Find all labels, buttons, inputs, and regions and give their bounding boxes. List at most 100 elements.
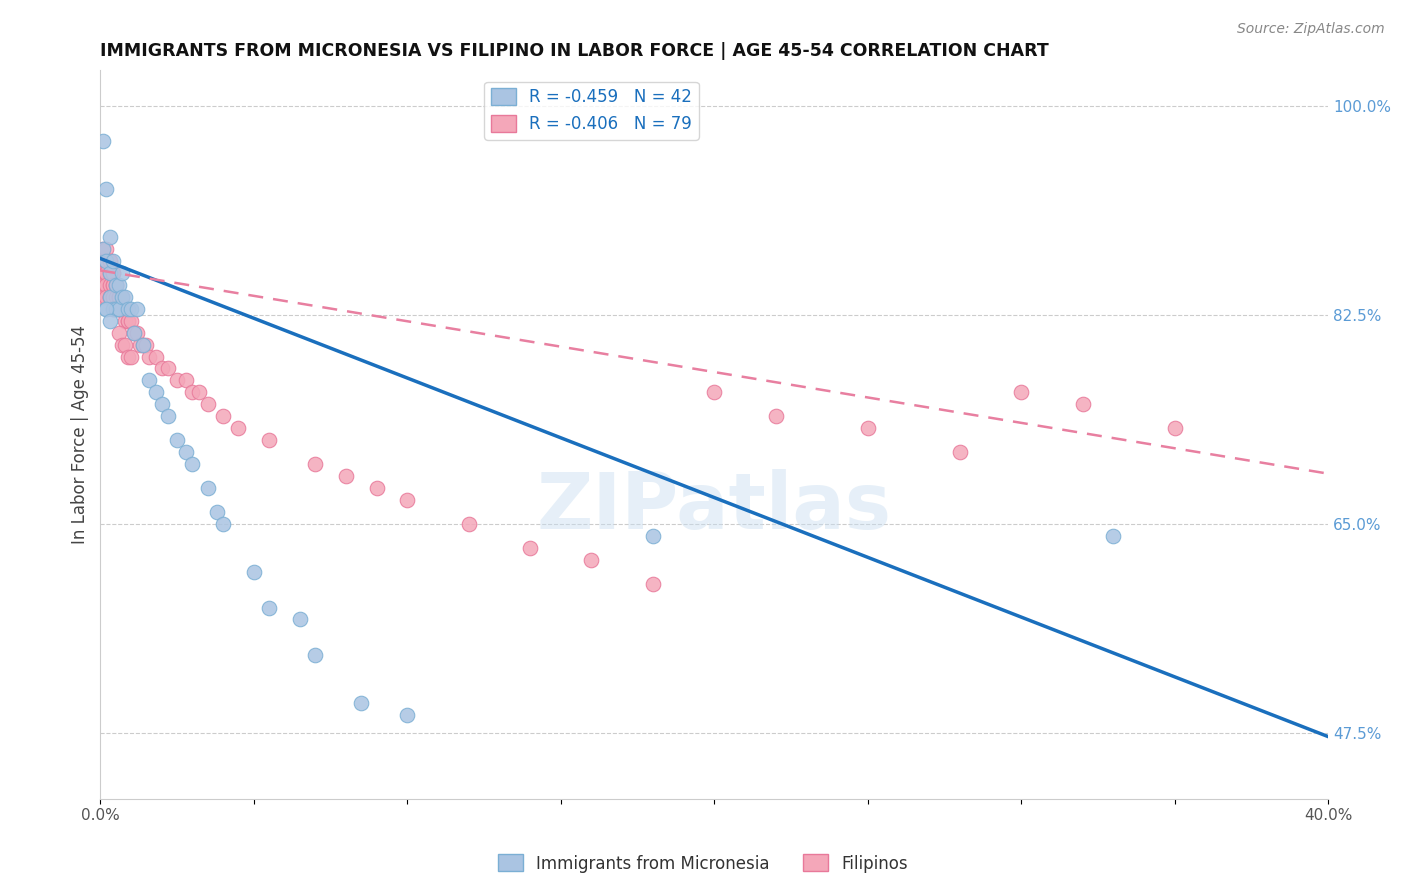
Point <box>98 313 121 327</box>
Point <box>93 253 115 268</box>
Point <box>107 290 129 304</box>
Point <box>98 266 121 280</box>
Point <box>135 337 157 351</box>
Point <box>96 182 118 196</box>
Point <box>96 277 118 292</box>
Point <box>228 421 250 435</box>
Point <box>120 350 142 364</box>
Point <box>104 290 127 304</box>
Point <box>176 445 198 459</box>
Point <box>107 277 129 292</box>
Point <box>156 361 179 376</box>
Point <box>856 421 879 435</box>
Point <box>101 290 124 304</box>
Point <box>150 397 173 411</box>
Point <box>129 337 152 351</box>
Point <box>101 253 124 268</box>
Point <box>1071 397 1094 411</box>
Point <box>114 337 136 351</box>
Point <box>335 469 357 483</box>
Point <box>641 529 664 543</box>
Point <box>98 253 121 268</box>
Point <box>98 230 121 244</box>
Point <box>132 337 155 351</box>
Point <box>93 266 115 280</box>
Point <box>96 242 118 256</box>
Point <box>117 301 139 316</box>
Point <box>145 350 167 364</box>
Point <box>304 648 326 663</box>
Point <box>111 301 134 316</box>
Point <box>96 290 118 304</box>
Point <box>949 445 972 459</box>
Point <box>93 134 115 148</box>
Point <box>111 290 134 304</box>
Point <box>98 253 121 268</box>
Point <box>127 326 149 340</box>
Point <box>107 301 129 316</box>
Point <box>145 385 167 400</box>
Point <box>243 565 266 579</box>
Point <box>581 552 603 566</box>
Text: IMMIGRANTS FROM MICRONESIA VS FILIPINO IN LABOR FORCE | AGE 45-54 CORRELATION CH: IMMIGRANTS FROM MICRONESIA VS FILIPINO I… <box>100 42 1049 60</box>
Point <box>127 301 149 316</box>
Point <box>98 277 121 292</box>
Point <box>132 337 155 351</box>
Point <box>187 385 209 400</box>
Point <box>396 492 419 507</box>
Point <box>156 409 179 424</box>
Point <box>96 301 118 316</box>
Point <box>166 433 188 447</box>
Point <box>111 290 134 304</box>
Point <box>166 373 188 387</box>
Point <box>1163 421 1185 435</box>
Text: ZIPatlas: ZIPatlas <box>537 469 891 545</box>
Point <box>114 301 136 316</box>
Point <box>96 266 118 280</box>
Point <box>101 277 124 292</box>
Point <box>138 350 160 364</box>
Point <box>111 337 134 351</box>
Point <box>181 385 204 400</box>
Point <box>104 301 127 316</box>
Point <box>101 301 124 316</box>
Point <box>765 409 787 424</box>
Point <box>93 242 115 256</box>
Point <box>150 361 173 376</box>
Point <box>396 708 419 723</box>
Point <box>205 505 228 519</box>
Point <box>120 301 142 316</box>
Point <box>350 696 373 710</box>
Point <box>111 266 134 280</box>
Point <box>104 277 127 292</box>
Point <box>104 301 127 316</box>
Point <box>641 576 664 591</box>
Point <box>117 313 139 327</box>
Text: Source: ZipAtlas.com: Source: ZipAtlas.com <box>1237 22 1385 37</box>
Point <box>114 313 136 327</box>
Point <box>98 290 121 304</box>
Point <box>93 290 115 304</box>
Point <box>104 277 127 292</box>
Point <box>181 457 204 471</box>
Point <box>101 301 124 316</box>
Point <box>212 409 235 424</box>
Point <box>101 290 124 304</box>
Point <box>107 301 129 316</box>
Point <box>93 242 115 256</box>
Point <box>96 266 118 280</box>
Point <box>107 326 129 340</box>
Legend: Immigrants from Micronesia, Filipinos: Immigrants from Micronesia, Filipinos <box>491 847 915 880</box>
Point <box>107 301 129 316</box>
Point <box>138 373 160 387</box>
Point <box>117 350 139 364</box>
Point <box>101 266 124 280</box>
Point <box>122 326 145 340</box>
Point <box>304 457 326 471</box>
Point <box>122 326 145 340</box>
Point <box>212 516 235 531</box>
Point <box>519 541 541 555</box>
Y-axis label: In Labor Force | Age 45-54: In Labor Force | Age 45-54 <box>72 325 89 544</box>
Point <box>366 481 388 495</box>
Point <box>98 266 121 280</box>
